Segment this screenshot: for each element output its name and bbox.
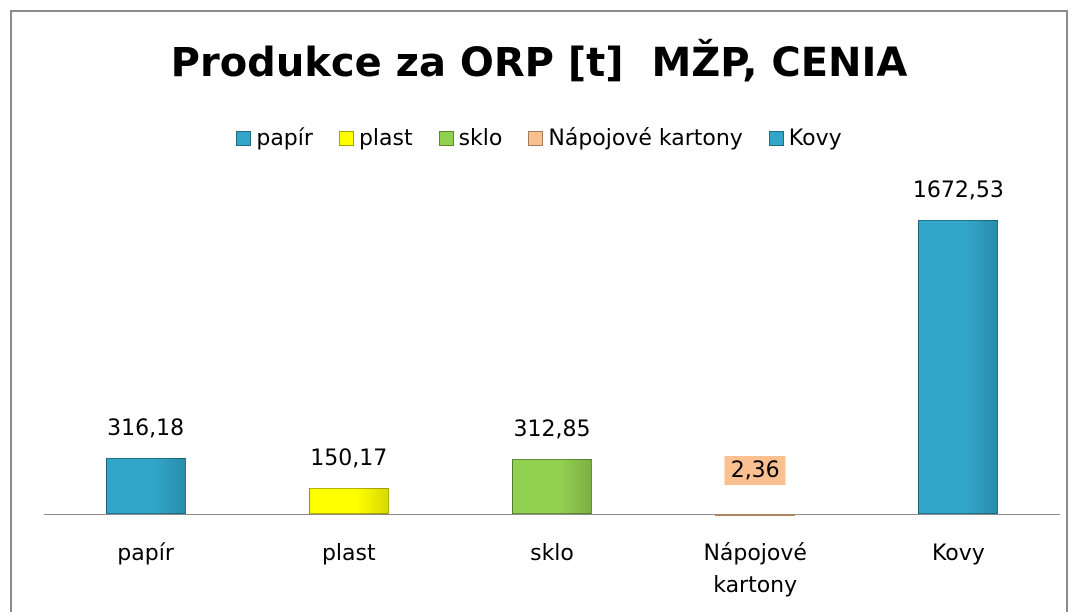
legend-item: sklo xyxy=(438,126,503,151)
data-label: 312,85 xyxy=(513,417,591,442)
data-label: 316,18 xyxy=(107,416,185,442)
legend-label: sklo xyxy=(458,126,503,151)
legend: papír plast sklo Nápojové kartony Kovy xyxy=(0,126,1078,151)
legend-swatch xyxy=(768,131,784,146)
data-label: 1672,53 xyxy=(912,178,1004,203)
legend-label: Nápojové kartony xyxy=(548,126,743,151)
legend-swatch xyxy=(528,131,544,146)
bar xyxy=(512,459,592,514)
legend-item: papír xyxy=(236,126,313,151)
bar xyxy=(918,220,999,514)
x-tick-label: papír xyxy=(117,541,174,566)
bar xyxy=(308,487,389,514)
legend-swatch xyxy=(338,131,354,146)
x-axis-line xyxy=(44,514,1060,515)
bar xyxy=(105,458,186,514)
legend-label: plast xyxy=(358,126,413,151)
legend-item: Nápojové kartony xyxy=(528,126,743,151)
chart-frame xyxy=(10,10,1068,612)
chart-title: Produkce za ORP [t] MŽP, CENIA xyxy=(170,40,908,86)
x-tick-label: sklo xyxy=(530,541,574,566)
legend-swatch xyxy=(236,131,252,146)
x-tick-label: Kovy xyxy=(931,541,985,566)
legend-label: Kovy xyxy=(788,126,842,151)
bar xyxy=(715,513,796,516)
legend-item: plast xyxy=(338,126,413,151)
legend-item: Kovy xyxy=(768,126,842,151)
data-label: 2,36 xyxy=(724,455,786,485)
x-tick-label: Nápojové kartony xyxy=(703,541,807,598)
x-tick-label: plast xyxy=(321,541,376,566)
legend-label: papír xyxy=(256,126,313,151)
legend-swatch xyxy=(438,131,454,146)
data-label: 150,17 xyxy=(310,445,388,471)
